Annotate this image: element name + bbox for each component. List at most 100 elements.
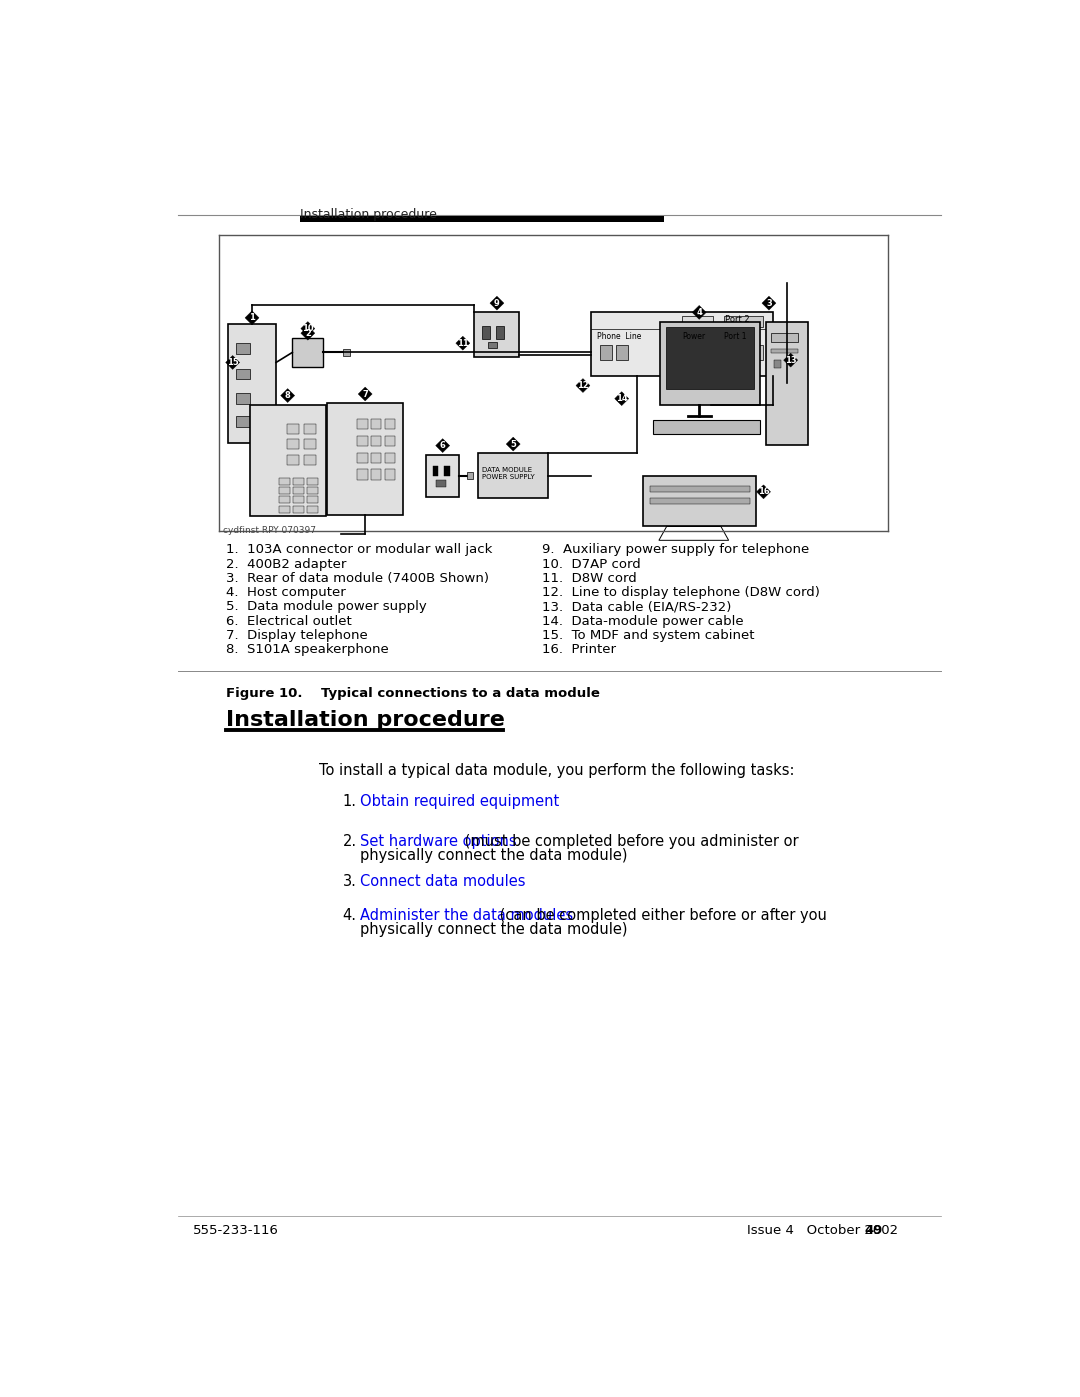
Bar [683,316,713,327]
Text: 4.: 4. [342,908,356,922]
Text: Set hardware options: Set hardware options [360,834,516,849]
Text: 14: 14 [616,394,627,404]
Polygon shape [507,437,521,451]
Text: 3: 3 [766,299,772,307]
Bar [287,455,299,465]
Polygon shape [784,353,798,367]
Bar [474,313,519,358]
Bar [356,436,367,447]
Bar [433,467,438,475]
Text: (can be completed either before or after you: (can be completed either before or after… [495,908,826,922]
Bar [287,425,299,434]
Bar [235,344,249,353]
Polygon shape [757,485,770,499]
Text: 7: 7 [362,390,368,398]
Bar [600,345,612,360]
Text: 1.: 1. [342,793,356,809]
Bar [293,338,323,367]
Bar [436,481,446,488]
Bar [300,217,664,222]
Text: Obtain required equipment: Obtain required equipment [360,793,559,809]
Text: 2.: 2. [342,834,356,849]
Text: 9: 9 [494,299,500,307]
Text: 16.  Printer: 16. Printer [542,643,616,657]
Text: Power: Power [683,332,705,341]
Text: 13.  Data cable (EIA/RS-232): 13. Data cable (EIA/RS-232) [542,601,731,613]
Polygon shape [490,296,504,310]
Text: 2: 2 [305,328,311,338]
Text: 8: 8 [285,391,291,400]
Text: 16: 16 [758,488,769,496]
Bar [307,496,318,503]
Polygon shape [281,388,295,402]
Bar [384,453,395,464]
Polygon shape [762,296,775,310]
Bar [235,369,249,380]
Text: 11.  D8W cord: 11. D8W cord [542,571,636,585]
Polygon shape [301,321,314,335]
Bar [235,393,249,404]
Bar [724,316,762,327]
Bar [683,345,713,360]
Polygon shape [456,337,470,351]
Bar [370,436,381,447]
Bar [356,419,367,429]
Text: 6.  Electrical outlet: 6. Electrical outlet [227,615,352,627]
Text: 2.  400B2 adapter: 2. 400B2 adapter [227,557,347,570]
Text: 4.  Host computer: 4. Host computer [227,587,347,599]
Text: 1.  103A connector or modular wall jack: 1. 103A connector or modular wall jack [227,543,492,556]
Bar [384,419,395,429]
Polygon shape [435,439,449,453]
Circle shape [253,433,281,461]
Text: 7.  Display telephone: 7. Display telephone [227,629,368,641]
Bar [303,440,316,450]
Bar [235,416,249,427]
Bar [370,453,381,464]
Text: physically connect the data module): physically connect the data module) [360,922,627,937]
Bar [644,476,756,527]
Text: Administer the data modules: Administer the data modules [360,908,572,922]
Bar [303,425,316,434]
Polygon shape [359,387,373,401]
Bar [427,455,459,497]
Bar [279,488,291,495]
Text: (must be completed before you administer or: (must be completed before you administer… [460,834,798,849]
Bar [307,488,318,495]
Bar [356,453,367,464]
Text: To install a typical data module, you perform the following tasks:: To install a typical data module, you pe… [320,763,795,778]
Bar [724,345,762,360]
Text: 14.  Data-module power cable: 14. Data-module power cable [542,615,743,627]
Polygon shape [615,391,629,405]
Text: 11: 11 [457,338,469,348]
Bar [773,360,781,367]
Bar [649,486,750,492]
Bar [279,478,291,485]
Polygon shape [245,312,259,324]
Bar [228,324,276,443]
Bar [287,440,299,450]
Text: 15.  To MDF and system cabinet: 15. To MDF and system cabinet [542,629,754,641]
Polygon shape [332,415,350,434]
Text: Issue 4   October 2002: Issue 4 October 2002 [747,1224,912,1238]
Bar [249,405,326,517]
Bar [293,496,303,503]
Text: 12.  Line to display telephone (D8W cord): 12. Line to display telephone (D8W cord) [542,587,820,599]
Polygon shape [603,337,610,342]
Text: Figure 10.    Typical connections to a data module: Figure 10. Typical connections to a data… [227,686,600,700]
Text: 10: 10 [302,324,313,332]
Polygon shape [692,306,706,320]
Bar [370,469,381,481]
Text: 49: 49 [864,1224,882,1238]
Bar [649,497,750,504]
Bar [616,345,627,360]
Text: 8.  S101A speakerphone: 8. S101A speakerphone [227,643,389,657]
Bar [384,436,395,447]
Bar [279,506,291,513]
Bar [293,506,303,513]
Bar [342,349,350,355]
Text: cydfinst RPY 070397: cydfinst RPY 070397 [222,527,315,535]
Bar [327,404,403,515]
Text: 9.  Auxiliary power supply for telephone: 9. Auxiliary power supply for telephone [542,543,809,556]
Text: Port 2: Port 2 [725,316,750,324]
Bar [652,420,759,434]
